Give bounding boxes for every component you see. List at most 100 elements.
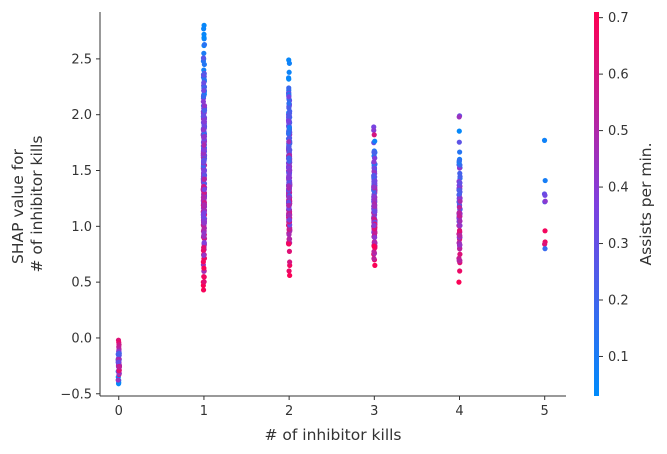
colorbar-tick-label: 0.6	[608, 68, 629, 83]
y-tick-label: 1.0	[71, 220, 92, 235]
data-point	[286, 185, 292, 191]
data-point	[371, 203, 377, 209]
data-point	[201, 26, 207, 32]
data-point	[201, 107, 208, 114]
data-point	[286, 217, 293, 223]
data-point	[456, 191, 463, 197]
data-point	[201, 176, 207, 182]
y-tick-label: 2.5	[71, 52, 92, 67]
data-point	[201, 220, 207, 226]
data-point	[286, 76, 292, 82]
data-point	[200, 259, 206, 265]
data-point	[286, 60, 293, 66]
colorbar-tick-label: 0.7	[608, 11, 629, 26]
data-point	[457, 242, 463, 248]
data-point	[542, 241, 548, 247]
data-point	[200, 127, 206, 133]
data-point	[457, 149, 463, 155]
data-point	[371, 222, 377, 229]
data-point	[542, 246, 548, 252]
data-point	[200, 287, 207, 293]
data-point	[286, 94, 292, 100]
data-point	[286, 212, 292, 218]
data-point	[201, 102, 208, 109]
data-point	[287, 272, 293, 279]
data-point	[286, 168, 293, 174]
data-point	[372, 138, 378, 144]
data-point	[200, 93, 207, 100]
data-point	[371, 184, 377, 190]
data-point	[201, 239, 207, 246]
x-tick-label: 5	[541, 404, 549, 419]
data-point	[542, 177, 548, 184]
data-point	[457, 258, 463, 264]
data-point	[115, 377, 121, 383]
x-tick-label: 4	[455, 404, 463, 419]
data-points	[115, 22, 548, 387]
data-point	[201, 265, 207, 271]
data-point	[286, 85, 292, 91]
data-point	[286, 69, 292, 75]
data-point	[371, 165, 378, 171]
data-point	[201, 50, 207, 56]
data-point	[371, 150, 377, 156]
data-point	[457, 251, 463, 257]
data-point	[372, 234, 378, 240]
data-point	[456, 157, 462, 163]
data-point	[200, 159, 207, 165]
data-point	[286, 241, 292, 247]
y-axis-label-line-2: # of inhibitor kills	[28, 135, 46, 272]
x-tick-label: 2	[285, 404, 293, 419]
data-point	[285, 175, 292, 181]
data-point	[456, 279, 462, 285]
data-point	[371, 132, 377, 138]
data-point	[457, 228, 463, 235]
data-point	[286, 232, 292, 238]
data-point	[286, 110, 293, 116]
data-point	[371, 243, 377, 249]
data-point	[116, 364, 122, 370]
x-tick-label: 1	[200, 404, 208, 419]
data-point	[201, 274, 207, 280]
data-point	[457, 198, 463, 204]
data-point	[371, 159, 377, 165]
colorbar	[594, 12, 599, 396]
data-point	[201, 118, 207, 124]
data-point	[457, 218, 463, 224]
data-point	[201, 134, 207, 140]
data-point	[286, 155, 292, 161]
data-point	[201, 202, 207, 208]
data-point	[542, 228, 548, 234]
data-point	[371, 255, 377, 262]
data-point	[456, 187, 462, 193]
data-point	[286, 202, 292, 209]
data-point	[286, 100, 292, 107]
data-point	[201, 80, 207, 86]
data-point	[200, 99, 206, 105]
data-point	[201, 112, 207, 119]
data-point	[457, 268, 463, 274]
data-point	[456, 139, 462, 145]
y-tick-label: −0.5	[60, 387, 92, 402]
y-tick-label: 2.0	[71, 108, 92, 123]
x-tick-label: 3	[370, 404, 378, 419]
data-point	[286, 236, 293, 242]
data-point	[201, 186, 207, 193]
y-axis-label: SHAP value for # of inhibitor kills	[9, 135, 46, 272]
colorbar-tick-label: 0.4	[608, 181, 629, 196]
colorbar-tick-label: 0.5	[608, 124, 629, 139]
data-point	[457, 223, 463, 229]
data-point	[457, 180, 463, 186]
data-point	[201, 244, 207, 251]
colorbar-ticks: 0.1 0.2 0.3 0.4 0.5 0.6 0.7	[599, 11, 629, 365]
data-point	[201, 167, 207, 174]
data-point	[456, 128, 462, 134]
data-point	[542, 192, 548, 198]
data-point	[286, 139, 292, 145]
data-point	[286, 124, 292, 130]
y-tick-label: 0.5	[71, 276, 92, 291]
data-point	[457, 170, 463, 176]
x-tick-label: 0	[115, 404, 123, 419]
data-point	[285, 131, 292, 137]
